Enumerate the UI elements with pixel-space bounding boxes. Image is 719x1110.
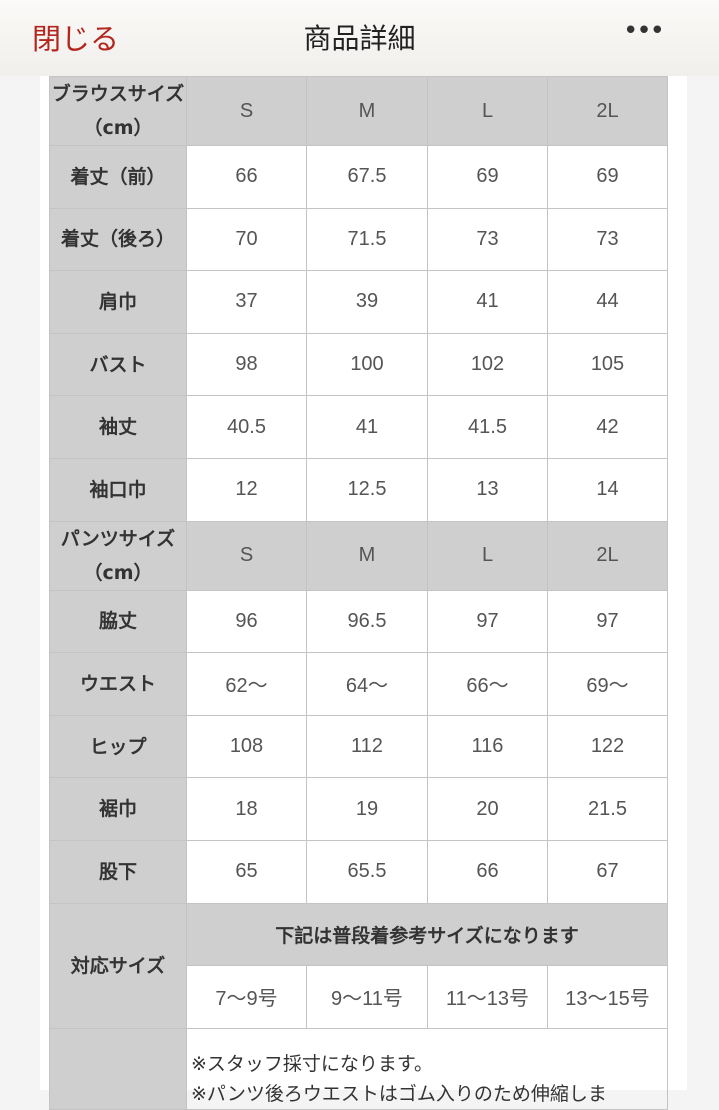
measurement-cell: 71.5 [306, 207, 428, 272]
measurement-cell: 66〜 [427, 652, 548, 716]
measurement-cell: 69 [547, 145, 668, 209]
size-column-header: S [186, 76, 307, 146]
size-column-header: 2L [547, 76, 668, 146]
row-label: ウエスト [49, 652, 187, 716]
table-row: 袖丈 40.5 41 41.5 42 [49, 395, 668, 459]
size-column-header: M [306, 76, 428, 146]
fit-size-cell: 7〜9号 [186, 965, 307, 1029]
row-label: 着丈（後ろ） [49, 207, 187, 272]
measurement-cell: 116 [427, 714, 548, 779]
table-row: ヒップ 108 112 116 122 [49, 714, 668, 779]
close-button[interactable]: 閉じる [32, 22, 120, 56]
measurement-cell: 102 [427, 332, 548, 397]
table-row: 裾巾 18 19 20 21.5 [49, 777, 668, 841]
ellipsis-icon[interactable]: ••• [622, 16, 665, 46]
row-label: 着丈（前） [49, 145, 187, 209]
measurement-cell: 13 [427, 457, 548, 522]
measurement-cell: 41.5 [427, 395, 548, 459]
measurement-cell: 73 [427, 207, 548, 272]
fit-values-row: 7〜9号 9〜11号 11〜13号 13〜15号 [50, 965, 668, 1029]
measurement-cell: 12 [186, 457, 307, 522]
measurement-cell: 69 [427, 145, 548, 209]
measurement-cell: 108 [186, 714, 307, 779]
measurement-cell: 67.5 [306, 145, 428, 209]
blouse-header-row: ブラウスサイズ（cm） S M L 2L [49, 76, 668, 146]
blouse-header-label: ブラウスサイズ（cm） [49, 76, 187, 146]
row-label: 袖口巾 [49, 457, 187, 522]
fit-size-cell: 13〜15号 [547, 965, 668, 1029]
measurement-cell: 96.5 [306, 589, 428, 654]
row-label: 股下 [49, 839, 187, 904]
table-row: ウエスト 62〜 64〜 66〜 69〜 [49, 652, 668, 716]
measurement-cell: 66 [427, 839, 548, 904]
fit-size-cell: 9〜11号 [306, 965, 428, 1029]
measurement-cell: 105 [547, 332, 668, 397]
notes-cell: ※スタッフ採寸になります。 ※パンツ後ろウエストはゴム入りのため伸縮しま [186, 1027, 668, 1110]
measurement-cell: 65 [186, 839, 307, 904]
pants-header-label: パンツサイズ（cm） [49, 520, 187, 591]
measurement-cell: 39 [306, 270, 428, 334]
measurement-cell: 21.5 [547, 777, 668, 841]
table-row: バスト 98 100 102 105 [49, 332, 668, 397]
row-label: 裾巾 [49, 777, 187, 841]
measurement-cell: 12.5 [306, 457, 428, 522]
measurement-cell: 19 [306, 777, 428, 841]
notes-label [49, 1027, 187, 1110]
measurement-cell: 70 [186, 207, 307, 272]
fit-size-label: 対応サイズ [49, 902, 187, 1029]
measurement-cell: 20 [427, 777, 548, 841]
measurement-cell: 112 [306, 714, 428, 779]
table-row: 着丈（前） 66 67.5 69 69 [49, 145, 668, 209]
note-line: ※パンツ後ろウエストはゴム入りのため伸縮しま [191, 1082, 607, 1105]
row-label: 脇丈 [49, 589, 187, 654]
measurement-cell: 14 [547, 457, 668, 522]
size-column-header: 2L [547, 520, 668, 591]
note-line: ※スタッフ採寸になります。 [191, 1052, 434, 1075]
measurement-cell: 67 [547, 839, 668, 904]
table-row: 袖口巾 12 12.5 13 14 [49, 457, 668, 522]
size-column-header: L [427, 520, 548, 591]
measurement-cell: 98 [186, 332, 307, 397]
row-label: ヒップ [49, 714, 187, 779]
row-label: 袖丈 [49, 395, 187, 459]
measurement-cell: 41 [306, 395, 428, 459]
measurement-cell: 96 [186, 589, 307, 654]
fit-notice-row: 対応サイズ 下記は普段着参考サイズになります [49, 902, 668, 1029]
measurement-cell: 97 [547, 589, 668, 654]
measurement-cell: 41 [427, 270, 548, 334]
measurement-cell: 122 [547, 714, 668, 779]
nav-bar: 閉じる 商品詳細 ••• [0, 0, 719, 76]
measurement-cell: 100 [306, 332, 428, 397]
measurement-cell: 69〜 [547, 652, 668, 716]
measurement-cell: 66 [186, 145, 307, 209]
notes-row: ※スタッフ採寸になります。 ※パンツ後ろウエストはゴム入りのため伸縮しま [49, 1027, 668, 1110]
measurement-cell: 64〜 [306, 652, 428, 716]
size-column-header: M [306, 520, 428, 591]
fit-notice: 下記は普段着参考サイズになります [186, 902, 668, 967]
measurement-cell: 65.5 [306, 839, 428, 904]
measurement-cell: 42 [547, 395, 668, 459]
measurement-cell: 40.5 [186, 395, 307, 459]
measurement-cell: 73 [547, 207, 668, 272]
measurement-cell: 18 [186, 777, 307, 841]
pants-header-row: パンツサイズ（cm） S M L 2L [49, 520, 668, 591]
row-label: バスト [49, 332, 187, 397]
table-row: 着丈（後ろ） 70 71.5 73 73 [49, 207, 668, 272]
measurement-cell: 44 [547, 270, 668, 334]
measurement-cell: 62〜 [186, 652, 307, 716]
measurement-cell: 97 [427, 589, 548, 654]
table-row: 股下 65 65.5 66 67 [49, 839, 668, 904]
size-column-header: L [427, 76, 548, 146]
size-column-header: S [186, 520, 307, 591]
row-label: 肩巾 [49, 270, 187, 334]
table-row: 肩巾 37 39 41 44 [49, 270, 668, 334]
fit-size-cell: 11〜13号 [427, 965, 548, 1029]
page-title: 商品詳細 [303, 22, 416, 55]
table-row: 脇丈 96 96.5 97 97 [49, 589, 668, 654]
measurement-cell: 37 [186, 270, 307, 334]
size-table: ブラウスサイズ（cm） S M L 2L 着丈（前） 66 67.5 69 69 着丈（後ろ） 70 7… [49, 76, 668, 1110]
